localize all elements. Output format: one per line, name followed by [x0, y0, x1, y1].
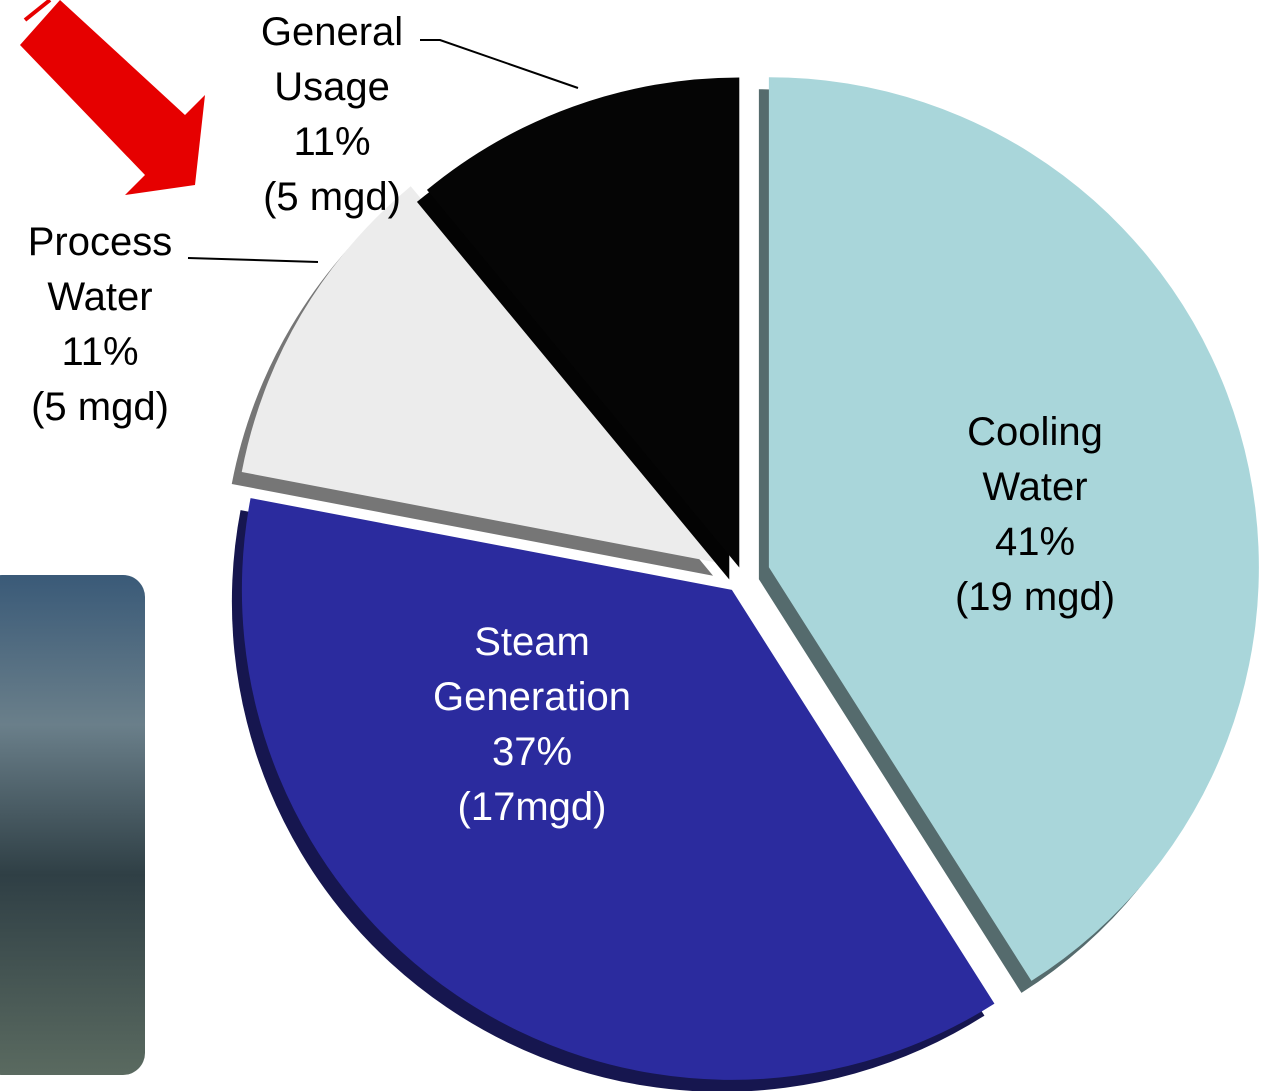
volume-label: (5 mgd)	[31, 385, 169, 429]
slice-label: General Usage 11% (5 mgd)	[261, 5, 403, 225]
slice-label: Steam Generation 37% (17mgd)	[433, 615, 631, 835]
volume-label: (17mgd)	[457, 785, 607, 829]
photo	[0, 575, 145, 1075]
slice-label: Process Water 11% (5 mgd)	[28, 215, 173, 435]
category-label: Process Water	[27, 220, 173, 319]
slice	[241, 498, 995, 1080]
value-label: 11%	[61, 330, 139, 374]
category-label: Cooling Water	[967, 410, 1103, 509]
category-label: General Usage	[260, 10, 404, 109]
leader-line	[420, 39, 579, 89]
value-label: 41%	[994, 520, 1076, 564]
volume-label: (19 mgd)	[954, 575, 1116, 619]
arrow	[20, 0, 205, 195]
slice	[241, 186, 724, 564]
value-label: 11%	[293, 120, 371, 164]
leader-line	[187, 257, 319, 263]
volume-label: (5 mgd)	[263, 175, 401, 219]
value-label: 37%	[491, 730, 573, 774]
slice	[426, 77, 740, 568]
slice-label: Cooling Water 41% (19 mgd)	[955, 405, 1115, 625]
category-label: Steam Generation	[433, 620, 631, 719]
slice	[768, 77, 1259, 981]
arrow-stripe	[23, 0, 52, 22]
